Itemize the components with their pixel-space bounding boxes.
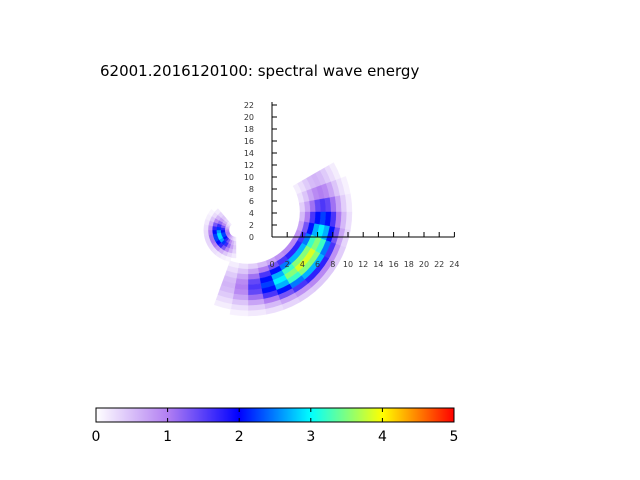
y-tick-label: 10 xyxy=(244,173,254,182)
colorbar-tick-label: 2 xyxy=(235,429,244,445)
heatmap-cell xyxy=(304,200,311,213)
heatmap-cell xyxy=(213,299,232,310)
colorbar-bar xyxy=(95,407,455,423)
heatmap-cell xyxy=(203,229,209,236)
y-tick-label: 12 xyxy=(244,161,254,170)
heatmap-cell xyxy=(207,209,215,217)
y-tick-label: 2 xyxy=(249,221,254,230)
heatmap-cell xyxy=(207,229,213,236)
x-tick-label: 14 xyxy=(373,260,383,269)
x-tick-label: 12 xyxy=(358,260,368,269)
x-tick-label: 6 xyxy=(315,260,320,269)
heatmap-cell xyxy=(236,268,249,275)
y-tick-label: 22 xyxy=(244,101,254,110)
x-tick-label: 16 xyxy=(389,260,399,269)
y-tick-label: 8 xyxy=(249,185,254,194)
chart-title: 62001.2016120100: spectral wave energy xyxy=(100,62,419,80)
y-tick-label: 4 xyxy=(249,209,254,218)
x-tick-label: 18 xyxy=(404,260,414,269)
x-tick-label: 24 xyxy=(449,260,459,269)
colorbar-tick-label: 0 xyxy=(92,429,101,445)
x-tick-label: 2 xyxy=(285,260,290,269)
x-tick-label: 4 xyxy=(300,260,305,269)
y-tick-label: 16 xyxy=(244,137,254,146)
heatmap-cell xyxy=(211,229,217,235)
y-tick-label: 14 xyxy=(244,149,254,158)
heatmap-cells xyxy=(203,162,353,317)
colorbar-tick-label: 5 xyxy=(450,429,459,445)
x-tick-label: 10 xyxy=(343,260,353,269)
y-tick-label: 6 xyxy=(249,197,254,206)
heatmap-cell xyxy=(216,229,222,234)
heatmap-cell xyxy=(247,268,260,275)
heatmap-cell xyxy=(298,201,306,213)
colorbar: 0 1 2 3 4 5 xyxy=(92,407,459,445)
y-tick-label: 18 xyxy=(244,125,254,134)
colorbar-tick-label: 1 xyxy=(163,429,172,445)
heatmap-cell xyxy=(214,208,221,215)
heatmap-cell xyxy=(304,211,311,224)
heatmap-cell xyxy=(298,211,306,223)
x-tick-label: 20 xyxy=(419,260,429,269)
y-tick-label: 20 xyxy=(244,113,254,122)
x-tick-label: 22 xyxy=(434,260,444,269)
colorbar-tick-label: 4 xyxy=(378,429,387,445)
energy-blob-swell-west xyxy=(203,208,237,262)
colorbar-tick-label: 3 xyxy=(306,429,315,445)
heatmap-cell xyxy=(247,262,259,270)
x-tick-label: 0 xyxy=(269,260,274,269)
heatmap-cell xyxy=(237,262,249,270)
y-tick-label: 0 xyxy=(249,233,254,242)
energy-blob-sea-southeast xyxy=(213,162,353,317)
heatmap-cell xyxy=(203,224,209,231)
x-tick-label: 8 xyxy=(330,260,335,269)
heatmap-cell xyxy=(229,309,249,317)
